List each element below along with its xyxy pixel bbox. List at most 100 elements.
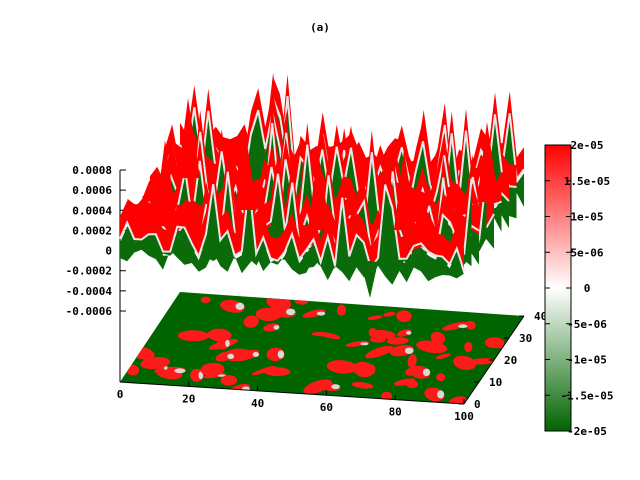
floor-patch (302, 309, 326, 318)
z-axis-ticks: 0.0008 0.0006 0.0004 0.0002 0 -0.0002 -0.0004 -… (66, 164, 126, 318)
surface-spike (394, 150, 416, 230)
floor-patch (198, 371, 204, 380)
colorbar-tick-label: 2e-05 (570, 139, 603, 152)
floor-patch (225, 339, 230, 347)
surface-band (119, 182, 465, 272)
floor-patch (303, 379, 332, 394)
floor-patch (360, 342, 369, 346)
floor-patch (243, 315, 259, 328)
floor-patch (404, 347, 414, 354)
floor-patch (227, 353, 235, 360)
floor-patch (458, 324, 468, 329)
x-tick-label: 20 (182, 392, 195, 405)
floor-patch (437, 390, 445, 399)
chart-title: (a) (310, 21, 330, 34)
floor-patch (383, 311, 396, 317)
floor-patch (406, 380, 419, 389)
colorbar-tick-label: 1.5e-05 (564, 175, 610, 188)
colorbar-tick-label: -2e-05 (567, 425, 607, 438)
surface-spike (308, 150, 330, 230)
floor-patch (393, 378, 416, 386)
surface-trough (120, 187, 464, 285)
floor-patch (241, 349, 260, 360)
floor-patch (251, 365, 276, 376)
floor-patch (336, 304, 347, 316)
surface-spike (178, 98, 200, 178)
floor-patch (356, 363, 376, 378)
z-tick-label: 0.0004 (72, 204, 112, 217)
floor-patch (316, 311, 326, 316)
z-tick-label: -0.0002 (66, 265, 112, 278)
y-tick-label: 0 (474, 398, 481, 411)
y-tick-label: 30 (519, 332, 532, 345)
floor-patch (369, 337, 386, 343)
z-tick-label: 0.0006 (72, 184, 112, 197)
floor-patch (351, 381, 374, 389)
floor-patch (407, 354, 417, 368)
floor-patch (371, 329, 396, 340)
colorbar-tick-label: -5e-06 (567, 318, 607, 331)
floor-patch (311, 331, 333, 337)
x-tick-label: 40 (251, 397, 264, 410)
colorbar-tick-label: 0 (584, 282, 591, 295)
colorbar-tick-label: -1e-05 (567, 354, 607, 367)
floor-patch (422, 368, 431, 377)
surface-peak (165, 88, 509, 207)
floor-patch (442, 321, 468, 331)
floor-patch (217, 374, 227, 377)
surface-spike (477, 122, 499, 202)
z-tick-label: -0.0006 (66, 305, 113, 318)
surface-3d (119, 72, 525, 298)
floor-patch (215, 351, 235, 362)
floor-patch (436, 373, 446, 382)
surface-spike (155, 140, 177, 220)
floor-patch (406, 330, 412, 335)
floor-patch (464, 341, 473, 353)
floor-patch (200, 296, 211, 304)
z-tick-label: 0.0002 (72, 224, 112, 237)
x-axis-line (119, 381, 465, 405)
floor-patch (220, 375, 238, 386)
floor-patch (174, 368, 186, 374)
x-tick-label: 80 (389, 406, 402, 419)
z-tick-label: -0.0004 (66, 285, 113, 298)
floor-patch (273, 325, 280, 330)
floor-patch (453, 355, 476, 370)
floor-patch (277, 350, 285, 359)
floor-patch (416, 340, 448, 354)
colorbar-tick-label: 5e-06 (570, 246, 603, 259)
x-tick-label: 60 (320, 401, 333, 414)
floor-patch (200, 362, 225, 377)
y-tick-label: 40 (534, 310, 547, 323)
z-tick-label: 0.0008 (72, 164, 112, 177)
floor-patch (367, 315, 383, 321)
floor-patch (435, 353, 451, 360)
x-axis-ticks: 0 20 40 60 80 100 (117, 377, 474, 423)
floor-patch (465, 320, 476, 330)
floor-patch (397, 328, 412, 337)
x-tick-label: 100 (454, 410, 474, 423)
floor-patch (386, 337, 409, 345)
colorbar-tick-label: 1e-05 (570, 211, 603, 224)
colorbar-tick-label: -1.5e-05 (561, 389, 614, 402)
z-tick-label: 0 (105, 245, 112, 258)
surface-trough (360, 260, 378, 298)
floor-patch (326, 360, 358, 374)
colorbar-ticks: 2e-05 1.5e-05 1e-05 5e-06 0 -5e-06 -1e-05 -1.5e… (545, 139, 613, 438)
floor-patch (430, 331, 446, 345)
floor-patch (345, 340, 370, 347)
y-tick-label: 10 (489, 376, 502, 389)
floor-patch (396, 310, 412, 323)
floor-patch (404, 365, 424, 376)
floor-patch (285, 308, 296, 316)
surface-peak (120, 161, 464, 271)
surface-spike (235, 130, 257, 210)
floor-patch (448, 396, 467, 404)
y-tick-label: 20 (504, 354, 517, 367)
floor-patch (252, 351, 260, 357)
floor-patch (365, 345, 394, 359)
floor-patch (140, 356, 171, 370)
x-tick-label: 0 (117, 388, 124, 401)
